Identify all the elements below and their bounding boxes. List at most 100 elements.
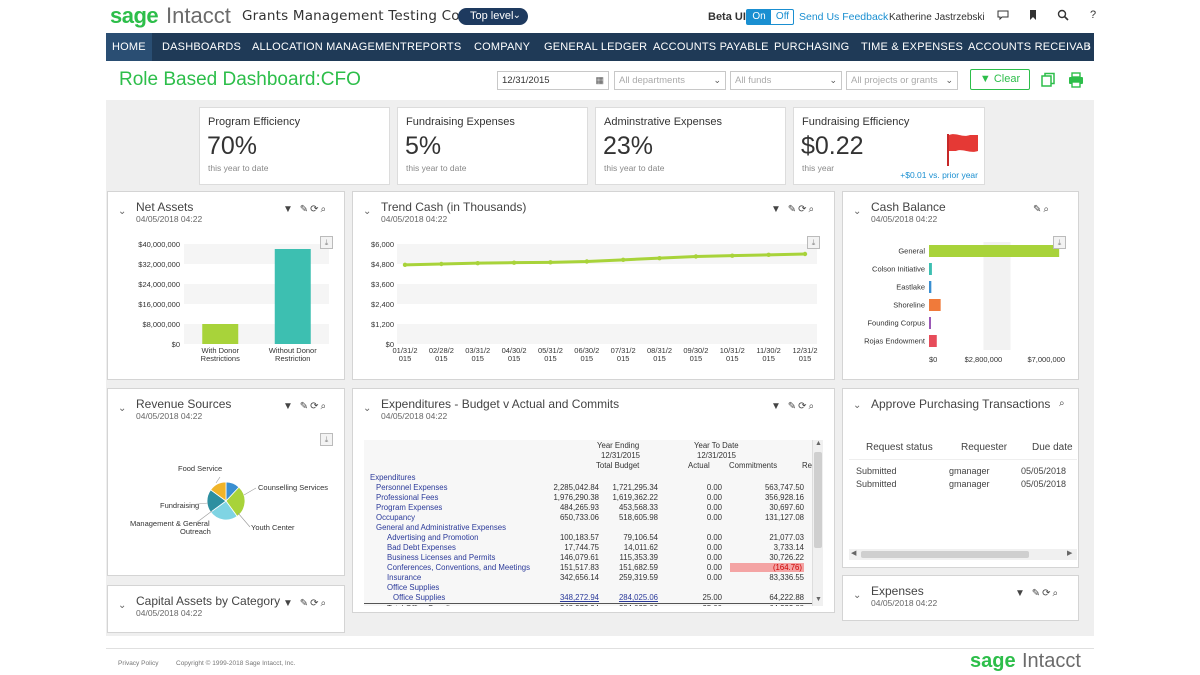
kpi-fundraising-expenses[interactable]: Fundraising Expenses 5% this year to dat… <box>397 107 588 185</box>
search-icon[interactable] <box>1056 9 1070 23</box>
download-icon[interactable]: ⤓ <box>807 236 820 249</box>
download-icon[interactable]: ⤓ <box>320 433 333 446</box>
funds-filter[interactable]: All funds ⌄ <box>730 71 842 90</box>
y-tick-label: Shoreline <box>893 301 925 310</box>
collapse-chevron-icon[interactable]: ⌄ <box>118 600 127 611</box>
user-name[interactable]: Katherine Jastrzebski <box>889 12 985 23</box>
zoom-icon[interactable]: ⌕ <box>320 598 329 609</box>
nav-allocation-management[interactable]: ALLOCATION MANAGEMENT <box>252 41 407 53</box>
filter-icon[interactable]: ▼ <box>771 204 783 215</box>
scroll-right-icon[interactable]: ▶ <box>1067 550 1073 557</box>
scroll-up-icon[interactable]: ▲ <box>815 440 822 447</box>
nav-reports[interactable]: REPORTS <box>407 41 462 53</box>
nav-general-ledger[interactable]: GENERAL LEDGER <box>544 41 648 53</box>
clear-filters-button[interactable]: ▼ Clear <box>970 69 1030 90</box>
row-label[interactable]: Office Supplies <box>393 593 446 602</box>
refresh-icon[interactable]: ⟳ <box>798 204 809 215</box>
row-label[interactable]: Advertising and Promotion <box>387 533 479 542</box>
toggle-on[interactable]: On <box>747 10 771 24</box>
zoom-icon[interactable]: ⌕ <box>808 204 817 215</box>
privacy-policy-link[interactable]: Privacy Policy <box>118 660 159 667</box>
nav-home[interactable]: HOME <box>106 33 152 61</box>
refresh-icon[interactable]: ⟳ <box>1042 588 1053 599</box>
filter-icon[interactable]: ▼ <box>1015 588 1027 599</box>
print-icon[interactable] <box>1068 72 1084 88</box>
calendar-icon[interactable]: ▦ <box>595 75 604 85</box>
collapse-chevron-icon[interactable]: ⌄ <box>853 590 862 601</box>
scroll-down-icon[interactable]: ▼ <box>815 596 822 603</box>
nav-company[interactable]: COMPANY <box>474 41 531 53</box>
row-label[interactable]: Business Licenses and Permits <box>387 553 496 562</box>
zoom-icon[interactable]: ⌕ <box>808 401 817 412</box>
row-label[interactable]: Bad Debt Expenses <box>387 543 456 552</box>
filter-icon[interactable]: ▼ <box>771 401 783 412</box>
entity-level-dropdown[interactable]: Top level ⌄ <box>458 8 528 25</box>
filter-icon[interactable]: ▼ <box>283 401 295 412</box>
filter-icon[interactable]: ▼ <box>283 598 295 609</box>
collapse-chevron-icon[interactable]: ⌄ <box>853 400 862 411</box>
refresh-icon[interactable]: ⟳ <box>310 598 321 609</box>
row-label[interactable]: Office Supplies <box>387 583 440 592</box>
edit-icon[interactable]: ✎ <box>787 401 799 412</box>
collapse-chevron-icon[interactable]: ⌄ <box>363 403 372 414</box>
kpi-program-efficiency[interactable]: Program Efficiency 70% this year to date <box>199 107 390 185</box>
row-label[interactable]: Insurance <box>387 573 422 582</box>
vertical-scrollbar[interactable]: ▲ ▼ <box>812 440 823 606</box>
bookmark-icon[interactable] <box>1026 9 1040 23</box>
row-label[interactable]: General and Administrative Expenses <box>376 523 507 532</box>
departments-filter[interactable]: All departments ⌄ <box>614 71 726 90</box>
nav-purchasing[interactable]: PURCHASING <box>774 41 850 53</box>
scrollbar-thumb[interactable] <box>814 452 822 548</box>
edit-icon[interactable]: ✎ <box>299 204 311 215</box>
as-of-date-input[interactable]: 12/31/2015 ▦ <box>497 71 609 90</box>
zoom-icon[interactable]: ⌕ <box>320 401 329 412</box>
horizontal-scrollbar[interactable]: ◀ ▶ <box>849 549 1077 560</box>
edit-icon[interactable]: ✎ <box>1033 204 1044 215</box>
chat-icon[interactable] <box>996 9 1010 23</box>
kpi-administrative-expenses[interactable]: Adminstrative Expenses 23% this year to … <box>595 107 786 185</box>
toggle-off[interactable]: Off <box>775 11 790 22</box>
kpi-fundraising-efficiency[interactable]: Fundraising Efficiency $0.22 this year +… <box>793 107 985 185</box>
edit-icon[interactable]: ✎ <box>787 204 799 215</box>
refresh-icon[interactable]: ⟳ <box>798 401 809 412</box>
collapse-chevron-icon[interactable]: ⌄ <box>363 206 372 217</box>
filter-icon[interactable]: ▼ <box>283 204 295 215</box>
nav-dashboards[interactable]: DASHBOARDS <box>162 41 242 53</box>
scrollbar-thumb[interactable] <box>861 551 1029 558</box>
projects-filter[interactable]: All projects or grants ⌄ <box>846 71 958 90</box>
download-icon[interactable]: ⤓ <box>320 236 333 249</box>
refresh-icon[interactable]: ⟳ <box>310 401 321 412</box>
nav-more-icon[interactable]: › <box>1087 41 1091 53</box>
cell-commitments: 131,127.08 <box>764 513 804 522</box>
zoom-icon[interactable]: ⌕ <box>1052 588 1061 599</box>
company-name[interactable]: Grants Management Testing Comp… <box>242 8 496 24</box>
refresh-icon[interactable]: ⟳ <box>310 204 321 215</box>
zoom-icon[interactable]: ⌕ <box>320 204 329 215</box>
collapse-chevron-icon[interactable]: ⌄ <box>853 206 862 217</box>
row-label[interactable]: Conferences, Conventions, and Meetings <box>387 563 531 572</box>
send-feedback-link[interactable]: Send Us Feedback <box>799 11 889 23</box>
row-label[interactable]: Personnel Expenses <box>376 483 448 492</box>
help-icon[interactable]: ? <box>1089 9 1097 21</box>
collapse-chevron-icon[interactable]: ⌄ <box>118 206 127 217</box>
row-label[interactable]: Occupancy <box>376 513 416 522</box>
cell-status[interactable]: Submitted <box>856 479 897 489</box>
edit-icon[interactable]: ✎ <box>299 598 311 609</box>
collapse-chevron-icon[interactable]: ⌄ <box>118 403 127 414</box>
row-label[interactable]: Professional Fees <box>376 493 439 502</box>
zoom-icon[interactable]: ⌕ <box>1059 398 1067 409</box>
download-icon[interactable]: ⤓ <box>1053 236 1066 249</box>
copy-icon[interactable] <box>1040 72 1056 88</box>
nav-accounts-payable[interactable]: ACCOUNTS PAYABLE <box>653 41 769 53</box>
sage-logo[interactable]: sage <box>110 3 159 28</box>
zoom-icon[interactable]: ⌕ <box>1043 204 1051 215</box>
edit-icon[interactable]: ✎ <box>1031 588 1043 599</box>
scroll-left-icon[interactable]: ◀ <box>851 550 857 557</box>
nav-time-expenses[interactable]: TIME & EXPENSES <box>861 41 964 53</box>
beta-ui-toggle[interactable]: On Off <box>746 9 794 25</box>
nav-accounts-receivable[interactable]: ACCOUNTS RECEIVAB <box>968 41 1091 53</box>
row-label[interactable]: Expenditures <box>370 473 416 482</box>
cell-status[interactable]: Submitted <box>856 466 897 476</box>
edit-icon[interactable]: ✎ <box>299 401 311 412</box>
row-label[interactable]: Program Expenses <box>376 503 443 512</box>
